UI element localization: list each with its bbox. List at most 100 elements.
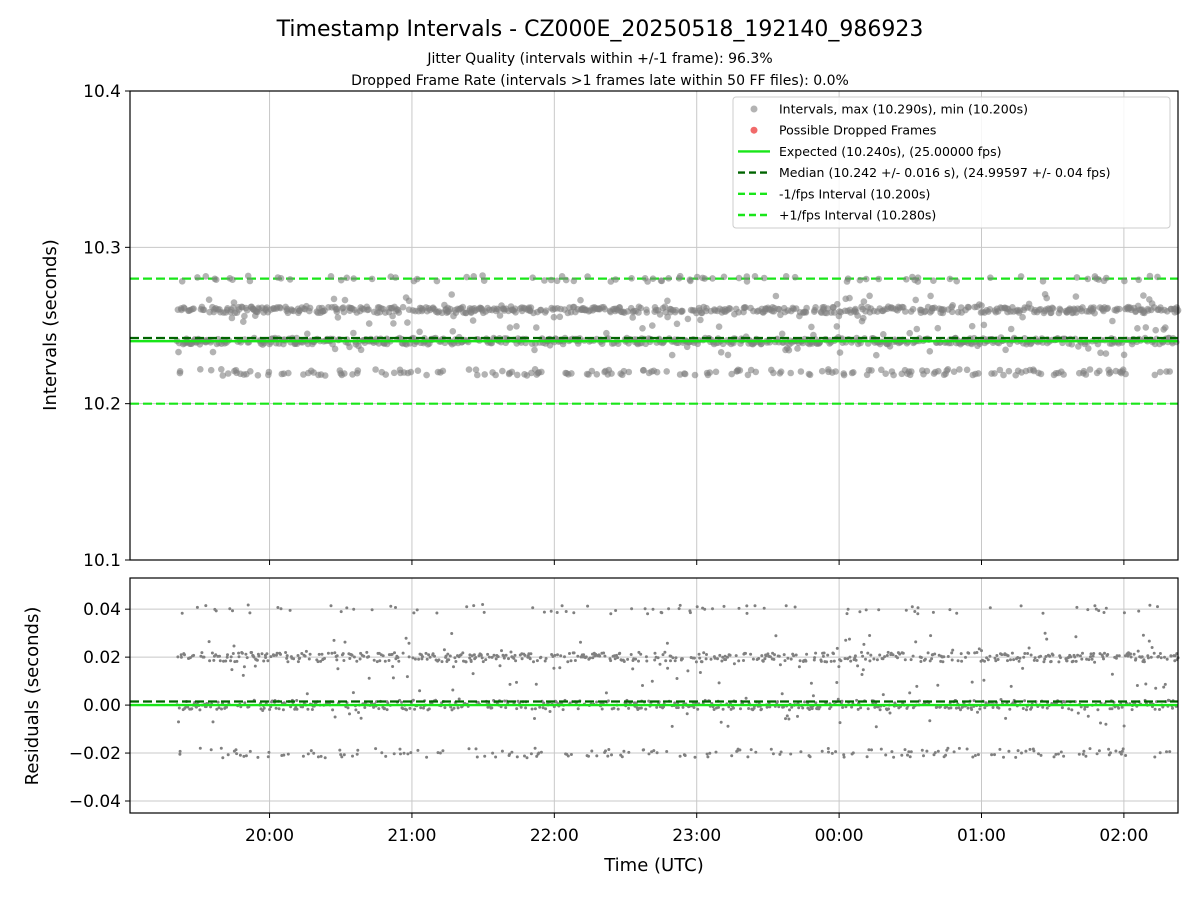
interval-point — [1007, 325, 1015, 333]
residuals-y-tick-label: 0.04 — [83, 600, 121, 620]
interval-point — [996, 366, 1004, 374]
residual-point — [250, 651, 254, 654]
residual-point — [396, 656, 400, 659]
interval-point — [1017, 273, 1025, 280]
residual-point — [320, 652, 324, 656]
residual-point — [465, 605, 469, 609]
residual-point — [982, 678, 986, 682]
residual-point — [1121, 747, 1125, 751]
interval-point — [717, 349, 725, 356]
interval-point — [601, 305, 609, 313]
interval-point — [178, 278, 186, 285]
residual-point — [306, 707, 310, 711]
interval-point — [474, 371, 481, 379]
residual-point — [846, 657, 850, 661]
residual-point — [218, 654, 221, 658]
interval-point — [175, 348, 182, 356]
interval-point — [194, 274, 201, 281]
residual-point — [822, 651, 826, 655]
residual-point — [705, 752, 709, 756]
interval-point — [760, 274, 768, 282]
residual-point — [705, 653, 708, 656]
interval-point — [628, 275, 635, 282]
interval-point — [1072, 293, 1080, 300]
residual-point — [1074, 659, 1078, 663]
interval-point — [593, 371, 601, 378]
residual-point — [881, 693, 885, 697]
interval-point — [906, 329, 913, 337]
residual-point — [944, 753, 948, 757]
x-tick-label: 23:00 — [672, 826, 721, 846]
residual-point — [1082, 749, 1086, 753]
interval-point — [354, 367, 362, 374]
residual-point — [671, 656, 675, 660]
interval-point — [946, 275, 954, 283]
interval-point — [679, 307, 686, 315]
residual-point — [973, 754, 977, 757]
residual-point — [491, 751, 495, 755]
residual-point — [951, 648, 955, 652]
residual-point — [1009, 684, 1013, 688]
residual-point — [1093, 660, 1097, 664]
intervals-y-axis-label: Intervals (seconds) — [40, 239, 61, 411]
residual-point — [845, 612, 849, 616]
interval-point — [277, 304, 284, 312]
residual-point — [652, 749, 656, 753]
residual-point — [856, 664, 860, 668]
residual-point — [523, 653, 527, 657]
interval-point — [200, 306, 208, 314]
residual-point — [298, 656, 302, 660]
residual-point — [1140, 655, 1144, 659]
residual-point — [479, 653, 483, 657]
interval-point — [209, 348, 217, 356]
residual-point — [188, 656, 192, 660]
residual-point — [933, 751, 937, 755]
residual-point — [797, 665, 801, 669]
residual-point — [721, 655, 725, 659]
residual-point — [849, 659, 853, 663]
residual-point — [742, 659, 745, 662]
residual-point — [985, 656, 989, 660]
residual-point — [1154, 686, 1158, 690]
interval-point — [963, 366, 971, 374]
residual-point — [844, 638, 848, 642]
residual-point — [946, 655, 950, 658]
legend-marker-dot — [750, 126, 758, 134]
residual-point — [718, 653, 722, 657]
residual-point — [1067, 707, 1071, 711]
residual-point — [424, 651, 428, 655]
residual-point — [838, 721, 842, 725]
x-tick-label: 21:00 — [387, 826, 436, 846]
interval-point — [527, 304, 535, 311]
residual-point — [966, 706, 970, 710]
residual-point — [447, 658, 451, 662]
residual-point — [825, 660, 829, 664]
residual-point — [333, 651, 337, 655]
residual-point — [898, 652, 902, 656]
residual-point — [761, 659, 765, 663]
residual-point — [832, 659, 836, 663]
residual-point — [456, 706, 460, 710]
residual-point — [532, 660, 535, 664]
interval-point — [639, 325, 646, 332]
residual-point — [1141, 633, 1145, 637]
residual-point — [296, 654, 300, 657]
residual-point — [730, 754, 734, 758]
residual-point — [919, 660, 923, 663]
residual-point — [498, 664, 502, 668]
interval-point — [752, 368, 760, 376]
residual-point — [936, 683, 940, 687]
residual-point — [284, 651, 288, 654]
residual-point — [685, 712, 689, 716]
residual-point — [693, 755, 697, 759]
residual-point — [563, 655, 566, 659]
residual-point — [745, 604, 749, 608]
residual-point — [784, 717, 787, 721]
intervals-y-tick-label: 10.2 — [83, 395, 121, 415]
intervals-plot-frame — [129, 90, 1179, 561]
residual-point — [539, 655, 543, 659]
residual-point — [225, 705, 228, 709]
residual-point — [1026, 652, 1030, 655]
residual-point — [1107, 747, 1111, 751]
residual-point — [999, 698, 1003, 701]
